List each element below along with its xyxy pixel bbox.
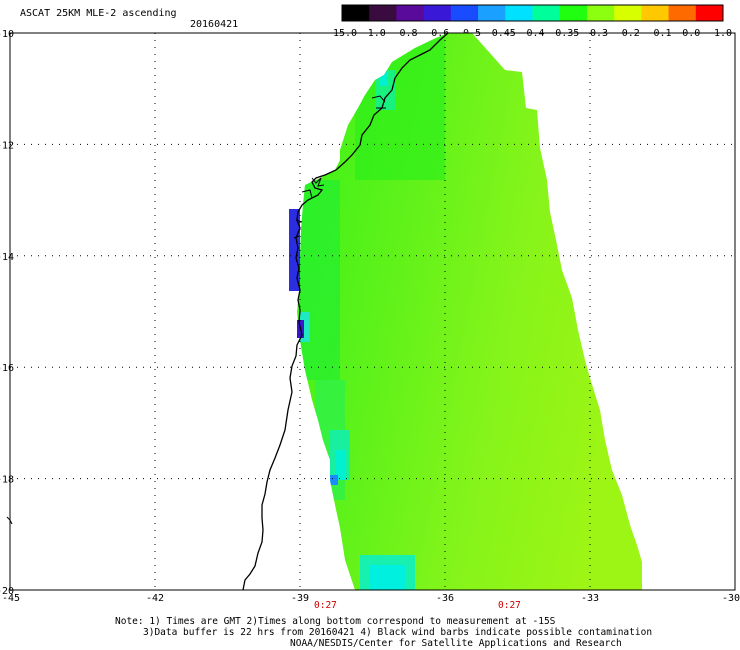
time-label: 0:27: [498, 600, 521, 611]
colorbar-swatch: [478, 5, 506, 21]
coastline-detail: [6, 95, 386, 525]
time-label: 0:27: [314, 600, 337, 611]
latitude-labels: -10 -12 -14 -16 -18 -20: [0, 29, 14, 597]
latitude-label: -10: [0, 29, 14, 40]
longitude-label: -36: [436, 593, 454, 604]
colorbar-swatch: [641, 5, 670, 21]
note-line: 3)Data buffer is 22 hrs from 20160421 4)…: [143, 627, 653, 638]
credit-line: NOAA/NESDIS/Center for Satellite Applica…: [290, 638, 622, 649]
longitude-label: -30: [722, 593, 740, 604]
longitude-label: -45: [2, 593, 20, 604]
latitude-label: -16: [0, 363, 14, 374]
longitude-label: -42: [146, 593, 164, 604]
colorbar-swatch: [532, 5, 561, 21]
low-value-strip: [289, 209, 300, 291]
latitude-label: -12: [0, 140, 14, 151]
longitude-labels: -45 -42 -39 -36 -33 -30: [2, 593, 740, 604]
map-title: ASCAT 25KM MLE-2 ascending: [20, 8, 177, 19]
colorbar-swatch: [668, 5, 697, 21]
colorbar-swatch: [559, 5, 588, 21]
colorbar-swatch: [450, 5, 479, 21]
colorbar-swatch: [505, 5, 533, 21]
colorbar: [341, 4, 724, 22]
colorbar-swatch: [695, 5, 724, 21]
latitude-label: -14: [0, 252, 14, 263]
colorbar-swatch: [342, 5, 370, 21]
map-date: 20160421: [190, 19, 239, 30]
colorbar-swatch: [396, 5, 425, 21]
latitude-label: -18: [0, 475, 14, 486]
latitude-label: -20: [0, 586, 14, 597]
longitude-label: -33: [581, 593, 599, 604]
colorbar-swatch: [369, 5, 397, 21]
colorbar-swatch: [423, 5, 452, 21]
note-line: Note: 1) Times are GMT 2)Times along bot…: [115, 616, 556, 627]
longitude-label: -39: [291, 593, 309, 604]
map-frame: [9, 32, 736, 591]
coastline: [242, 32, 449, 591]
colorbar-swatch: [614, 5, 642, 21]
wind-swath: [297, 33, 642, 590]
colorbar-swatch: [586, 5, 615, 21]
